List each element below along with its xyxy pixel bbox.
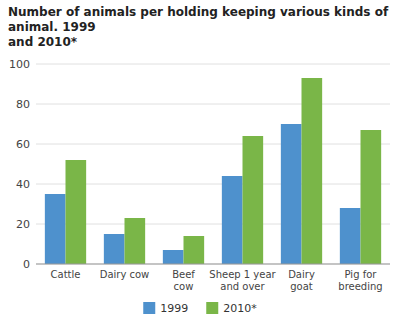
- x-tick-label: Sheep 1 yearand over: [209, 269, 276, 292]
- legend: 1999 2010*: [143, 302, 257, 315]
- grid-line: [36, 64, 390, 65]
- grid-line: [36, 104, 390, 105]
- y-tick-label: 0: [23, 258, 30, 271]
- bar: [222, 176, 243, 264]
- legend-swatch: [206, 302, 218, 314]
- y-tick-label: 100: [9, 58, 30, 71]
- bar: [302, 78, 323, 264]
- bar: [125, 218, 146, 264]
- chart: Number of animals per holding keeping va…: [0, 0, 400, 320]
- legend-label: 2010*: [223, 302, 257, 315]
- grid-line: [36, 144, 390, 145]
- x-tick-label: Dairy cow: [100, 269, 150, 280]
- bar: [184, 236, 205, 264]
- x-tick-label: Cattle: [51, 269, 81, 280]
- bar: [361, 130, 382, 264]
- bar: [243, 136, 264, 264]
- x-tick-label: Pig forbreeding: [338, 269, 382, 292]
- x-tick-label: Beefcow: [172, 269, 195, 292]
- x-tick-label: Dairygoat: [288, 269, 315, 292]
- legend-label: 1999: [160, 302, 188, 315]
- y-tick-label: 60: [16, 138, 30, 151]
- grid-line: [36, 224, 390, 225]
- grid-line: [36, 184, 390, 185]
- title: Number of animals per holding keeping va…: [8, 5, 389, 49]
- bar: [163, 250, 184, 264]
- bar: [104, 234, 125, 264]
- y-tick-label: 80: [16, 98, 30, 111]
- bar: [281, 124, 302, 264]
- bar: [340, 208, 361, 264]
- grid-line: [36, 264, 390, 265]
- bar: [66, 160, 87, 264]
- y-tick-label: 40: [16, 178, 30, 191]
- bars: [45, 78, 381, 264]
- x-axis-line: [36, 264, 390, 265]
- y-tick-label: 20: [16, 218, 30, 231]
- legend-swatch: [143, 302, 155, 314]
- bar: [45, 194, 66, 264]
